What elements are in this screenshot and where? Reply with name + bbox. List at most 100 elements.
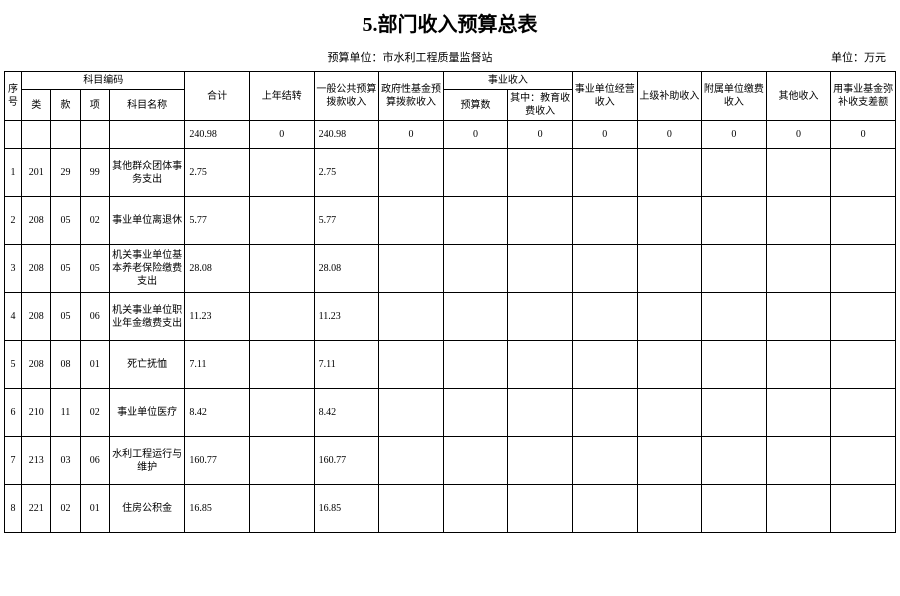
cell-lei: 210 [22,389,51,437]
cell-cuo [572,485,637,533]
cell-cb [443,149,508,197]
currency-unit: 单位：万元 [806,49,886,65]
cell-cuo [572,293,637,341]
cell-cfd [831,149,896,197]
cell-prev [249,245,314,293]
th-career-unit-op: 事业单位经营收入 [572,72,637,121]
cell-cuo [572,149,637,197]
cell-oi [766,341,831,389]
totals-career-fund-diff: 0 [831,121,896,149]
cell-oi [766,437,831,485]
th-xiang: 项 [80,90,109,121]
cell-us [637,341,702,389]
th-other-income: 其他收入 [766,72,831,121]
cell-lei: 208 [22,341,51,389]
cell-us [637,245,702,293]
cell-cfd [831,197,896,245]
cell-us [637,149,702,197]
totals-affiliated-fee: 0 [702,121,767,149]
cell-kuan: 02 [51,485,80,533]
totals-general-budget: 240.98 [314,121,379,149]
th-affiliated-fee: 附属单位缴费收入 [702,72,767,121]
cell-cfd [831,341,896,389]
cell-us [637,389,702,437]
cell-cb [443,485,508,533]
cell-oi [766,293,831,341]
cell-genbud: 2.75 [314,149,379,197]
cell-total: 28.08 [185,245,250,293]
cell-name: 其他群众团体事务支出 [109,149,185,197]
cell-ce [508,197,573,245]
cell-lei: 208 [22,245,51,293]
cell-ce [508,341,573,389]
cell-kuan: 08 [51,341,80,389]
th-upper-subsidy: 上级补助收入 [637,72,702,121]
th-seq: 序号 [5,72,22,121]
cell-cuo [572,389,637,437]
cell-xiang: 99 [80,149,109,197]
cell-prev [249,485,314,533]
th-career-edu: 其中：教育收费收入 [508,90,573,121]
cell-cfd [831,245,896,293]
cell-seq: 8 [5,485,22,533]
cell-lei: 221 [22,485,51,533]
th-lei: 类 [22,90,51,121]
cell-af [702,197,767,245]
th-total: 合计 [185,72,250,121]
cell-genbud: 8.42 [314,389,379,437]
totals-prev-year: 0 [249,121,314,149]
cell-xiang: 01 [80,485,109,533]
cell-cb [443,341,508,389]
table-row: 22080502事业单位离退休5.775.77 [5,197,896,245]
table-row: 32080505机关事业单位基本养老保险缴费支出28.0828.08 [5,245,896,293]
table-row: 12012999其他群众团体事务支出2.752.75 [5,149,896,197]
cell-name: 死亡抚恤 [109,341,185,389]
cell-cuo [572,197,637,245]
cell-seq: 5 [5,341,22,389]
cell-af [702,245,767,293]
cell-govfund [379,245,444,293]
cell-ce [508,389,573,437]
cell-us [637,485,702,533]
cell-af [702,341,767,389]
table-row: 72130306水利工程运行与维护160.77160.77 [5,437,896,485]
cell-ce [508,437,573,485]
cell-cuo [572,341,637,389]
cell-lei: 208 [22,197,51,245]
cell-total: 11.23 [185,293,250,341]
budget-unit-value: 市水利工程质量监督站 [383,52,493,64]
cell-name: 水利工程运行与维护 [109,437,185,485]
th-career-fund-diff: 用事业基金弥补收支差额 [831,72,896,121]
cell-oi [766,389,831,437]
cell-cb [443,245,508,293]
budget-table: 序号 科目编码 合计 上年结转 一般公共预算拨款收入 政府性基金预算拨款收入 事… [4,71,896,533]
th-general-budget: 一般公共预算拨款收入 [314,72,379,121]
cell-cuo [572,245,637,293]
cell-cfd [831,389,896,437]
cell-name: 住房公积金 [109,485,185,533]
totals-career-budget: 0 [443,121,508,149]
table-row: 52080801死亡抚恤7.117.11 [5,341,896,389]
th-kuan: 款 [51,90,80,121]
cell-genbud: 5.77 [314,197,379,245]
totals-total: 240.98 [185,121,250,149]
cell-kuan: 05 [51,197,80,245]
th-prev-year: 上年结转 [249,72,314,121]
cell-govfund [379,389,444,437]
cell-cfd [831,437,896,485]
page-title: 5.部门收入预算总表 [4,8,896,37]
cell-govfund [379,149,444,197]
cell-prev [249,149,314,197]
cell-seq: 4 [5,293,22,341]
cell-prev [249,437,314,485]
cell-name: 事业单位离退休 [109,197,185,245]
th-subject-code: 科目编码 [22,72,185,90]
cell-genbud: 11.23 [314,293,379,341]
cell-kuan: 29 [51,149,80,197]
cell-govfund [379,197,444,245]
cell-govfund [379,485,444,533]
cell-name: 事业单位医疗 [109,389,185,437]
cell-name: 机关事业单位职业年金缴费支出 [109,293,185,341]
cell-us [637,197,702,245]
table-row: 62101102事业单位医疗8.428.42 [5,389,896,437]
